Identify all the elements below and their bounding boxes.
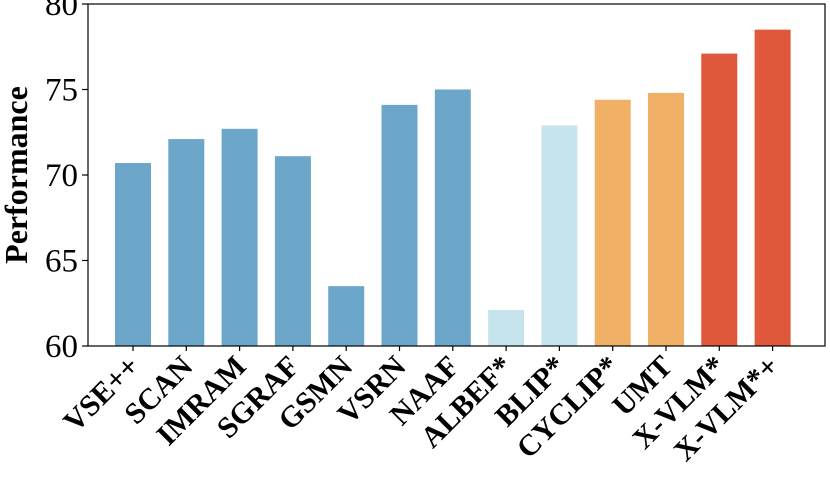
y-tick-label-2: 70 bbox=[45, 158, 78, 194]
bar-3 bbox=[274, 156, 311, 346]
y-tick-label-0: 60 bbox=[45, 329, 78, 365]
bar-1 bbox=[168, 139, 205, 346]
y-tick-label-4: 80 bbox=[45, 0, 78, 23]
bar-5 bbox=[381, 104, 418, 346]
bar-8 bbox=[541, 125, 578, 346]
bar-7 bbox=[488, 310, 525, 346]
bar-6 bbox=[434, 89, 471, 346]
bar-10 bbox=[648, 92, 684, 346]
bar-0 bbox=[115, 163, 151, 346]
bar-12 bbox=[754, 29, 791, 347]
y-tick-label-3: 75 bbox=[45, 73, 78, 109]
bar-9 bbox=[594, 99, 631, 346]
bar-4 bbox=[328, 286, 365, 346]
y-axis-title: Performance bbox=[0, 86, 34, 264]
y-axis: 60 65 70 75 80 bbox=[45, 0, 88, 365]
bar-2 bbox=[221, 128, 258, 346]
bars-group bbox=[115, 29, 791, 347]
x-axis: VSE++SCANIMRAMSGRAFGSMNVSRNNAAFALBEF*BLI… bbox=[57, 346, 786, 468]
y-tick-label-1: 65 bbox=[45, 244, 78, 280]
bar-11 bbox=[701, 53, 738, 347]
